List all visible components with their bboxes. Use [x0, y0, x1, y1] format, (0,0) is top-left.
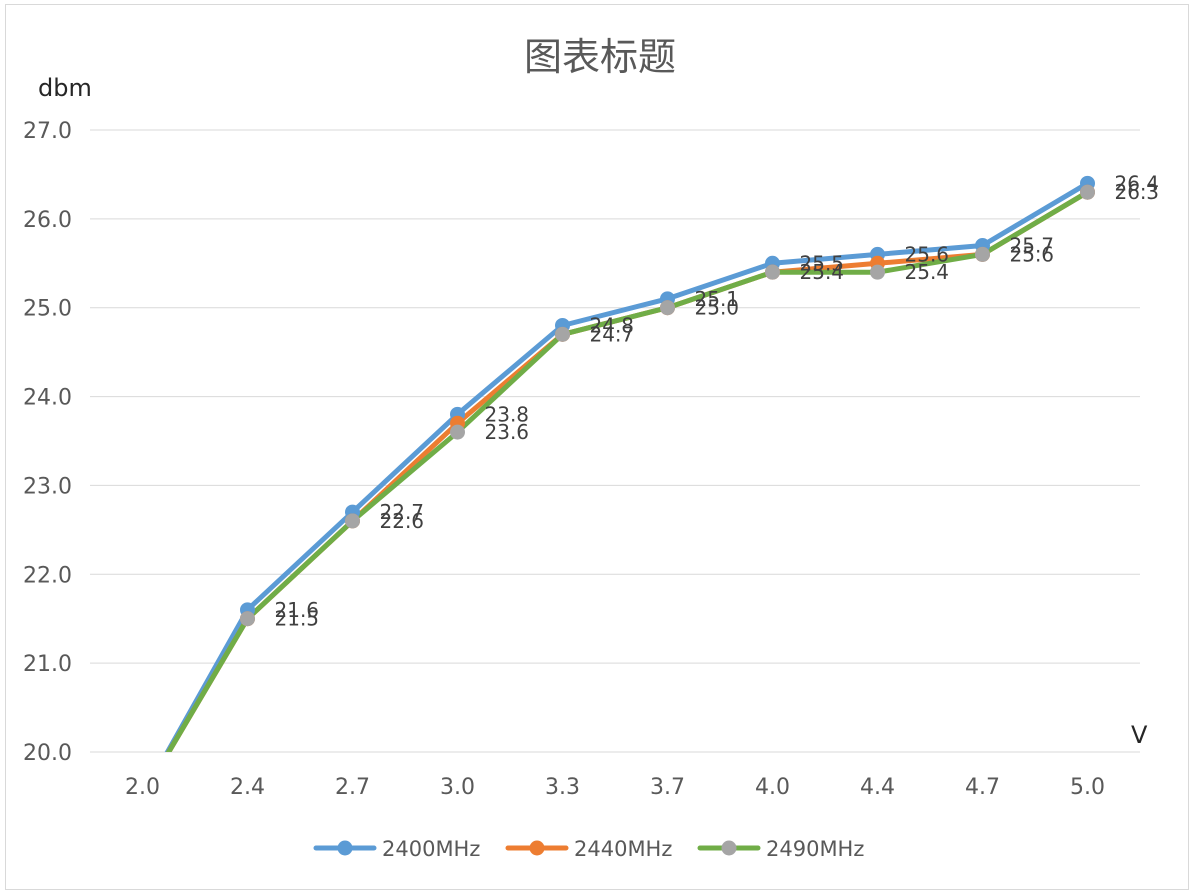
- legend-marker-2440MHz: [529, 840, 545, 856]
- y-tick-label: 23.0: [23, 474, 72, 499]
- x-tick-label: 3.3: [545, 775, 580, 800]
- data-point-2490MHz: [765, 264, 780, 280]
- data-label-2400MHz: 25.1: [695, 287, 740, 311]
- data-label-2400MHz: 24.8: [590, 313, 635, 337]
- data-label-2490MHz: 25.6: [1010, 242, 1055, 266]
- chart-title: 图表标题: [524, 35, 676, 79]
- data-label-2400MHz: 22.7: [380, 500, 425, 524]
- data-label-2400MHz: 21.6: [275, 598, 320, 622]
- y-tick-label: 27.0: [23, 119, 72, 144]
- data-label-2490MHz: 25.4: [800, 260, 845, 284]
- legend-label-2440MHz: 2440MHz: [574, 837, 672, 861]
- legend-label-2400MHz: 2400MHz: [382, 837, 480, 861]
- x-tick-label: 3.0: [440, 775, 475, 800]
- chart-frame: [5, 4, 1189, 890]
- x-axis-label: V: [1131, 721, 1148, 749]
- data-label-2490MHz: 21.5: [275, 607, 320, 631]
- data-point-2490MHz: [345, 513, 360, 529]
- data-label-2400MHz: 23.8: [485, 402, 530, 426]
- x-tick-label: 4.0: [755, 775, 790, 800]
- x-tick-label: 2.4: [230, 775, 265, 800]
- y-axis-label: dbm: [38, 74, 92, 102]
- data-label-2490MHz: 25.4: [905, 260, 950, 284]
- y-tick-label: 24.0: [23, 386, 72, 411]
- data-point-2490MHz: [450, 424, 465, 440]
- y-tick-label: 26.0: [23, 208, 72, 233]
- data-point-2490MHz: [555, 326, 570, 342]
- data-point-2490MHz: [870, 264, 885, 280]
- series-line-2490MHz: [165, 189, 1090, 752]
- data-label-2490MHz: 24.7: [590, 322, 635, 346]
- y-tick-label: 21.0: [23, 652, 72, 677]
- data-label-2490MHz: 22.6: [380, 509, 425, 533]
- x-tick-label: 3.7: [650, 775, 685, 800]
- series-line-2400MHz: [164, 180, 1090, 752]
- data-label-2400MHz: 25.7: [1010, 234, 1055, 258]
- y-tick-label: 25.0: [23, 297, 72, 322]
- data-label-2490MHz: 25.0: [695, 296, 740, 320]
- data-point-2490MHz: [660, 300, 675, 316]
- data-label-2490MHz: 23.6: [485, 420, 530, 444]
- legend-marker-2400MHz: [337, 840, 353, 856]
- x-tick-label: 4.4: [860, 775, 895, 800]
- legend-marker-2490MHz: [721, 840, 737, 856]
- data-label-2400MHz: 26.4: [1115, 171, 1160, 195]
- x-tick-label: 2.7: [335, 775, 370, 800]
- x-tick-label: 5.0: [1070, 775, 1105, 800]
- data-point-2490MHz: [1080, 184, 1095, 200]
- y-tick-label: 20.0: [23, 741, 72, 766]
- y-tick-label: 22.0: [23, 563, 72, 588]
- data-label-2490MHz: 26.3: [1115, 180, 1160, 204]
- legend-label-2490MHz: 2490MHz: [766, 837, 864, 861]
- data-point-2490MHz: [975, 246, 990, 262]
- data-label-2400MHz: 25.6: [905, 242, 950, 266]
- data-point-2490MHz: [240, 611, 255, 627]
- data-label-2400MHz: 25.5: [800, 251, 845, 275]
- x-tick-label: 4.7: [965, 775, 1000, 800]
- x-tick-label: 2.0: [125, 775, 160, 800]
